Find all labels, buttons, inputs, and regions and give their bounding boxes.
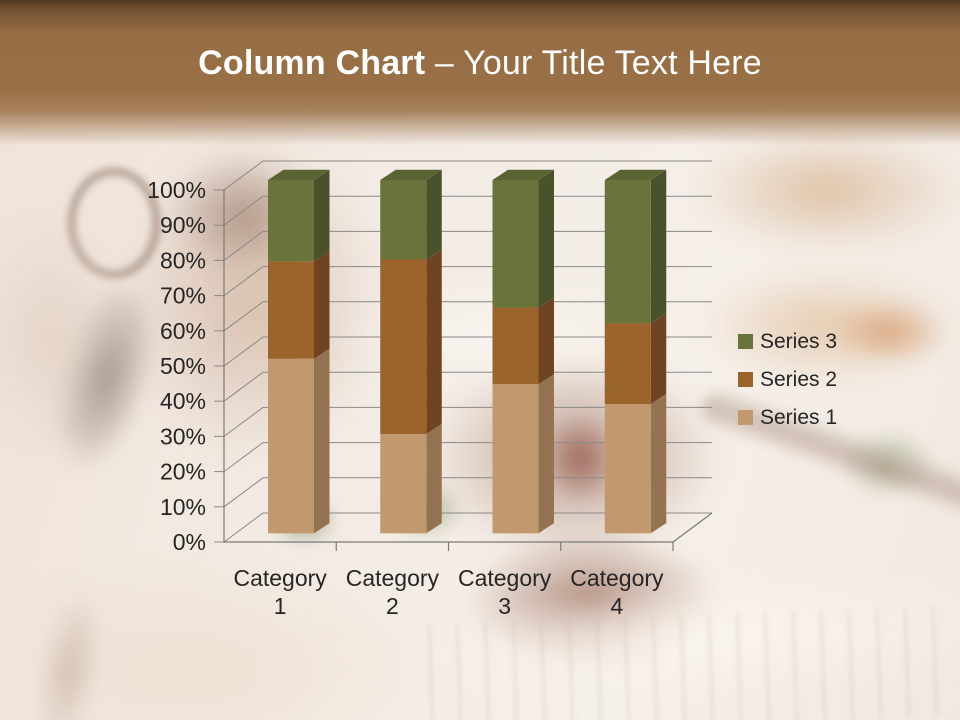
bg-jam-jar-blob <box>118 138 383 463</box>
columns <box>268 169 667 534</box>
column-side-Category 3-Series 2 <box>538 297 554 385</box>
x-axis-labels: Category 1 Category 2 Category 3 Category 4 <box>233 565 664 619</box>
y-axis-tick-label: 70% <box>160 283 206 309</box>
slide-title: Column Chart – Your Title Text Here <box>0 44 960 83</box>
column-segment-Category 2-Series 2 <box>380 259 427 435</box>
y-axis-tick-label: 30% <box>160 423 206 449</box>
legend-swatch-icon <box>738 410 753 425</box>
bg-bruschetta-blob <box>428 355 723 560</box>
column-side-Category 2-Series 2 <box>426 249 442 435</box>
y-axis-tick-label: 0% <box>173 529 206 555</box>
legend-swatch-icon <box>738 334 753 349</box>
column-side-Category 1-Series 3 <box>314 169 330 262</box>
gridline <box>223 301 712 332</box>
bg-cloth-left-blob <box>0 205 135 470</box>
legend-label: Series 2 <box>760 368 838 391</box>
column-segment-Category 1-Series 3 <box>268 180 314 262</box>
column-side-Category 3-Series 3 <box>538 169 554 308</box>
y-axis-tick-label: 20% <box>160 459 206 485</box>
column-segment-Category 2-Series 1 <box>380 434 427 534</box>
slide-title-rest: – Your Title Text Here <box>434 44 762 82</box>
gridline <box>223 512 712 543</box>
title-bar: Column Chart – Your Title Text Here <box>0 0 960 150</box>
column-side-Category 4-Series 3 <box>650 169 667 324</box>
column-segment-Category 3-Series 3 <box>492 180 539 308</box>
gridline <box>223 442 712 473</box>
legend-swatch-icon <box>738 372 753 387</box>
legend-item: Series 2 <box>738 368 837 391</box>
column-top-Category 4-Series 3 <box>604 169 667 180</box>
y-axis-tick-label: 10% <box>160 494 206 520</box>
y-axis-tick-label: 80% <box>160 247 206 273</box>
column-side-Category 1-Series 2 <box>314 251 330 359</box>
column-top-Category 1-Series 3 <box>268 169 330 180</box>
y-axis-labels: 0% 10% 20% 30% 40% 50% 60% 70% 80% 90% 100% <box>147 177 206 555</box>
column-segment-Category 2-Series 3 <box>380 180 427 260</box>
x-axis-category-label: Category 3 <box>458 565 552 619</box>
chart-legend: Series 3 Series 2 Series 1 <box>738 330 837 444</box>
gridline <box>223 477 712 508</box>
legend-item: Series 1 <box>738 406 837 429</box>
y-axis-tick-label: 40% <box>160 388 206 414</box>
column-side-Category 4-Series 1 <box>650 393 667 534</box>
column-segment-Category 1-Series 1 <box>268 358 314 534</box>
axes <box>223 190 713 551</box>
y-axis-tick-label: 60% <box>160 318 206 344</box>
column-segment-Category 3-Series 1 <box>492 384 539 534</box>
column-segment-Category 1-Series 2 <box>268 261 314 359</box>
gridline <box>223 230 712 261</box>
column-side-Category 3-Series 1 <box>538 374 554 534</box>
y-axis-tick-label: 100% <box>147 177 206 203</box>
gridlines <box>214 160 712 543</box>
bg-bread-crust-blob <box>832 298 947 366</box>
slide-title-bold: Column Chart <box>198 44 426 82</box>
column-segment-Category 3-Series 2 <box>492 307 539 385</box>
y-axis-tick-label: 90% <box>160 212 206 238</box>
column-segment-Category 4-Series 3 <box>604 180 651 324</box>
column-side-Category 2-Series 3 <box>426 169 442 260</box>
gridline <box>223 195 712 226</box>
gridline <box>223 371 712 402</box>
column-segment-Category 4-Series 2 <box>604 323 651 404</box>
gridline <box>223 336 712 367</box>
column-side-Category 2-Series 1 <box>426 423 442 534</box>
x-axis-category-label: Category 1 <box>233 565 327 619</box>
legend-label: Series 1 <box>760 406 838 429</box>
y-axis-tick-label: 50% <box>160 353 206 379</box>
legend-item: Series 3 <box>738 330 837 353</box>
gridline <box>223 406 712 437</box>
column-top-Category 2-Series 3 <box>380 169 442 180</box>
legend-label: Series 3 <box>760 330 838 353</box>
column-side-Category 1-Series 1 <box>314 348 330 534</box>
x-axis-category-label: Category 2 <box>346 565 440 619</box>
column-top-Category 3-Series 3 <box>492 169 554 180</box>
column-segment-Category 4-Series 1 <box>604 403 651 534</box>
gridline <box>223 160 712 191</box>
gridline <box>223 266 712 297</box>
column-side-Category 4-Series 2 <box>650 313 667 404</box>
x-axis-category-label: Category 4 <box>570 565 664 619</box>
